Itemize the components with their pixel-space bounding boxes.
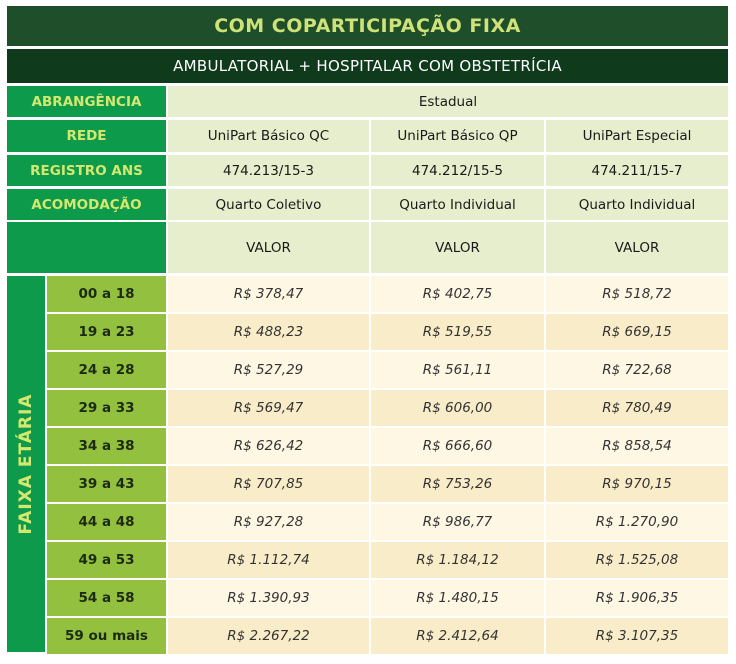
age-range-label: 54 a 58 bbox=[47, 580, 166, 616]
valor-label-empty bbox=[7, 222, 166, 273]
valor-header-1: VALOR bbox=[168, 222, 369, 273]
rede-value-3: UniPart Especial bbox=[546, 120, 728, 152]
price-cell: R$ 970,15 bbox=[546, 466, 728, 502]
price-cell: R$ 519,55 bbox=[371, 314, 544, 350]
price-cell: R$ 722,68 bbox=[546, 352, 728, 388]
price-cell: R$ 527,29 bbox=[168, 352, 369, 388]
registro-value-2: 474.212/15-5 bbox=[371, 155, 544, 186]
valor-header-3: VALOR bbox=[546, 222, 728, 273]
table-title: COM COPARTICIPAÇÃO FIXA bbox=[214, 15, 521, 37]
age-range-label: 59 ou mais bbox=[47, 618, 166, 654]
registro-label: REGISTRO ANS bbox=[7, 155, 166, 186]
rede-value-2: UniPart Básico QP bbox=[371, 120, 544, 152]
valor-header-2: VALOR bbox=[371, 222, 544, 273]
acomodacao-label: ACOMODAÇÃO bbox=[7, 189, 166, 220]
price-cell: R$ 707,85 bbox=[168, 466, 369, 502]
price-cell: R$ 378,47 bbox=[168, 276, 369, 312]
price-cell: R$ 858,54 bbox=[546, 428, 728, 464]
table-title-bar: COM COPARTICIPAÇÃO FIXA bbox=[7, 6, 728, 46]
age-range-label: 19 a 23 bbox=[47, 314, 166, 350]
price-cell: R$ 669,15 bbox=[546, 314, 728, 350]
acomodacao-value-1: Quarto Coletivo bbox=[168, 189, 369, 220]
price-cell: R$ 780,49 bbox=[546, 390, 728, 426]
faixa-etaria-label: FAIXA ETÁRIA bbox=[16, 393, 36, 535]
price-cell: R$ 606,00 bbox=[371, 390, 544, 426]
price-cell: R$ 488,23 bbox=[168, 314, 369, 350]
price-cell: R$ 1.906,35 bbox=[546, 580, 728, 616]
abrangencia-value: Estadual bbox=[168, 86, 728, 117]
abrangencia-label: ABRANGÊNCIA bbox=[7, 86, 166, 117]
age-range-label: 29 a 33 bbox=[47, 390, 166, 426]
age-range-label: 00 a 18 bbox=[47, 276, 166, 312]
acomodacao-value-3: Quarto Individual bbox=[546, 189, 728, 220]
price-cell: R$ 561,11 bbox=[371, 352, 544, 388]
price-cell: R$ 1.184,12 bbox=[371, 542, 544, 578]
price-cell: R$ 927,28 bbox=[168, 504, 369, 540]
price-cell: R$ 2.267,22 bbox=[168, 618, 369, 654]
rede-label: REDE bbox=[7, 120, 166, 152]
table-subtitle: AMBULATORIAL + HOSPITALAR COM OBSTETRÍCI… bbox=[173, 57, 562, 75]
price-cell: R$ 1.525,08 bbox=[546, 542, 728, 578]
price-cell: R$ 1.480,15 bbox=[371, 580, 544, 616]
price-cell: R$ 753,26 bbox=[371, 466, 544, 502]
faixa-etaria-band bbox=[7, 276, 45, 652]
price-cell: R$ 569,47 bbox=[168, 390, 369, 426]
registro-value-3: 474.211/15-7 bbox=[546, 155, 728, 186]
price-cell: R$ 626,42 bbox=[168, 428, 369, 464]
table-subtitle-bar: AMBULATORIAL + HOSPITALAR COM OBSTETRÍCI… bbox=[7, 49, 728, 83]
age-range-label: 49 a 53 bbox=[47, 542, 166, 578]
price-cell: R$ 1.390,93 bbox=[168, 580, 369, 616]
price-cell: R$ 986,77 bbox=[371, 504, 544, 540]
price-cell: R$ 2.412,64 bbox=[371, 618, 544, 654]
acomodacao-value-2: Quarto Individual bbox=[371, 189, 544, 220]
age-range-label: 44 a 48 bbox=[47, 504, 166, 540]
rede-value-1: UniPart Básico QC bbox=[168, 120, 369, 152]
price-cell: R$ 402,75 bbox=[371, 276, 544, 312]
registro-value-1: 474.213/15-3 bbox=[168, 155, 369, 186]
age-range-label: 34 a 38 bbox=[47, 428, 166, 464]
age-range-label: 39 a 43 bbox=[47, 466, 166, 502]
age-range-label: 24 a 28 bbox=[47, 352, 166, 388]
price-cell: R$ 666,60 bbox=[371, 428, 544, 464]
price-cell: R$ 1.112,74 bbox=[168, 542, 369, 578]
price-cell: R$ 518,72 bbox=[546, 276, 728, 312]
price-cell: R$ 1.270,90 bbox=[546, 504, 728, 540]
price-cell: R$ 3.107,35 bbox=[546, 618, 728, 654]
